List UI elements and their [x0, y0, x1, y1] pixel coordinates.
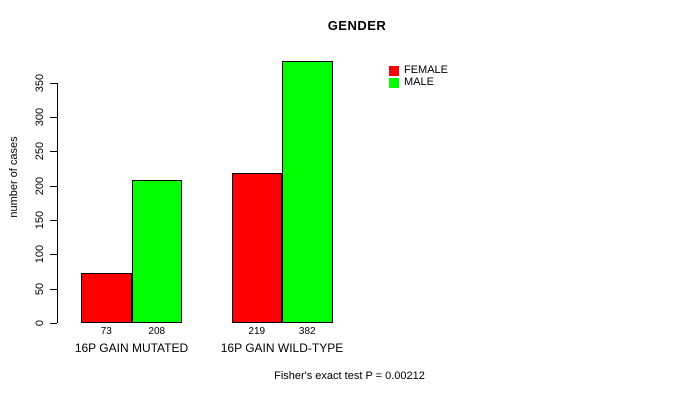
bar-male [282, 60, 333, 323]
y-axis-tick-label: 150 [34, 210, 46, 230]
bar-value-label: 382 [298, 326, 316, 337]
y-axis-tick [49, 117, 57, 119]
bar-value-label: 208 [148, 326, 166, 337]
y-axis-tick [49, 254, 57, 256]
y-axis-tick-label: 200 [34, 176, 46, 195]
y-axis-tick [49, 288, 57, 290]
y-axis-tick-label: 300 [34, 107, 46, 127]
y-axis-tick [49, 185, 57, 187]
y-axis-tick-label: 350 [34, 73, 46, 92]
y-axis-line [56, 82, 58, 323]
chart-title: GENDER [327, 18, 387, 33]
legend-item-female: FEMALE [389, 65, 448, 76]
y-axis-tick [49, 323, 57, 324]
bar-male [131, 180, 182, 323]
y-axis-tick [49, 82, 57, 84]
y-axis-tick [49, 220, 57, 221]
y-axis-tick [49, 151, 57, 153]
fisher-test-annotation: Fisher's exact test P = 0.00212 [274, 370, 425, 382]
y-axis-tick-label: 0 [34, 319, 46, 327]
y-axis-tick-label: 50 [34, 282, 46, 295]
y-axis-tick-label: 250 [34, 142, 46, 161]
y-axis-label: number of cases [8, 136, 20, 218]
bar-female [81, 272, 132, 323]
legend-item-male: MALE [389, 77, 448, 88]
female-color-swatch [389, 65, 399, 76]
y-axis-tick-label: 100 [34, 245, 46, 264]
bar-female [231, 172, 282, 323]
legend: FEMALE MALE [389, 65, 448, 89]
bar-value-label: 219 [248, 326, 266, 337]
legend-label-male: MALE [404, 76, 434, 88]
legend-label-female: FEMALE [404, 64, 449, 76]
male-color-swatch [389, 77, 399, 88]
bar-value-label: 73 [100, 326, 112, 337]
category-label: 16P GAIN WILD-TYPE [220, 341, 344, 355]
category-label: 16P GAIN MUTATED [74, 341, 189, 355]
